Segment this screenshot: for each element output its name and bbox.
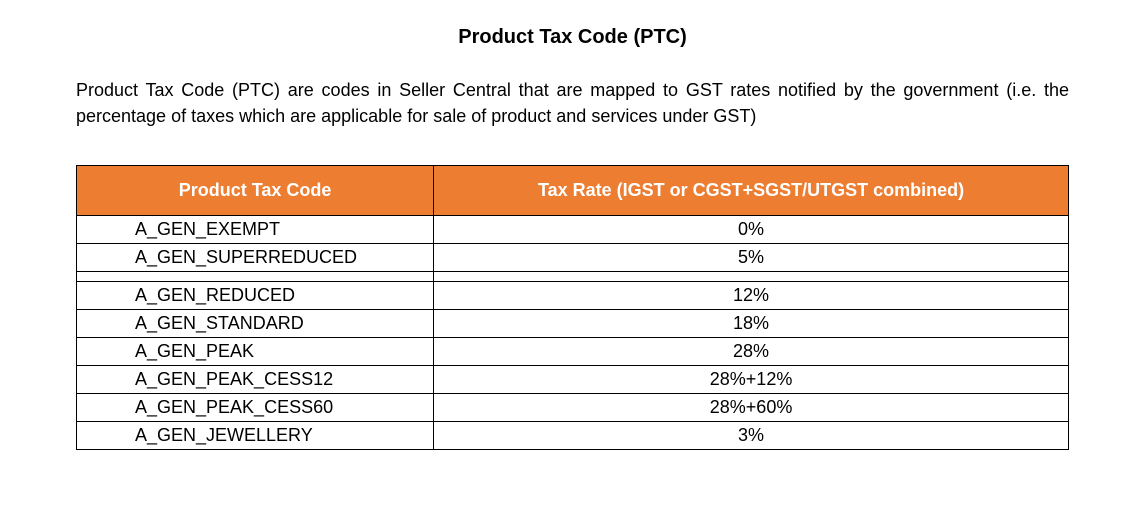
gap-cell — [77, 272, 434, 282]
rate-cell: 5% — [434, 244, 1069, 272]
rate-cell: 3% — [434, 422, 1069, 450]
code-cell: A_GEN_EXEMPT — [77, 216, 434, 244]
ptc-table: Product Tax Code Tax Rate (IGST or CGST+… — [76, 165, 1069, 450]
table-row: A_GEN_JEWELLERY3% — [77, 422, 1069, 450]
code-cell: A_GEN_PEAK_CESS12 — [77, 366, 434, 394]
rate-cell: 18% — [434, 310, 1069, 338]
table-row: A_GEN_REDUCED12% — [77, 282, 1069, 310]
rate-cell: 0% — [434, 216, 1069, 244]
code-cell: A_GEN_STANDARD — [77, 310, 434, 338]
col-header-code: Product Tax Code — [77, 166, 434, 216]
rate-cell: 12% — [434, 282, 1069, 310]
table-row-gap — [77, 272, 1069, 282]
table-row: A_GEN_PEAK28% — [77, 338, 1069, 366]
rate-cell: 28%+60% — [434, 394, 1069, 422]
table-header-row: Product Tax Code Tax Rate (IGST or CGST+… — [77, 166, 1069, 216]
table-body: A_GEN_EXEMPT0%A_GEN_SUPERREDUCED5%A_GEN_… — [77, 216, 1069, 450]
table-row: A_GEN_EXEMPT0% — [77, 216, 1069, 244]
code-cell: A_GEN_SUPERREDUCED — [77, 244, 434, 272]
table-row: A_GEN_STANDARD18% — [77, 310, 1069, 338]
page-title: Product Tax Code (PTC) — [76, 26, 1069, 49]
code-cell: A_GEN_PEAK_CESS60 — [77, 394, 434, 422]
table-row: A_GEN_PEAK_CESS6028%+60% — [77, 394, 1069, 422]
code-cell: A_GEN_PEAK — [77, 338, 434, 366]
table-row: A_GEN_PEAK_CESS1228%+12% — [77, 366, 1069, 394]
code-cell: A_GEN_REDUCED — [77, 282, 434, 310]
rate-cell: 28%+12% — [434, 366, 1069, 394]
intro-paragraph: Product Tax Code (PTC) are codes in Sell… — [76, 77, 1069, 129]
table-row: A_GEN_SUPERREDUCED5% — [77, 244, 1069, 272]
code-cell: A_GEN_JEWELLERY — [77, 422, 434, 450]
rate-cell: 28% — [434, 338, 1069, 366]
col-header-rate: Tax Rate (IGST or CGST+SGST/UTGST combin… — [434, 166, 1069, 216]
gap-cell — [434, 272, 1069, 282]
